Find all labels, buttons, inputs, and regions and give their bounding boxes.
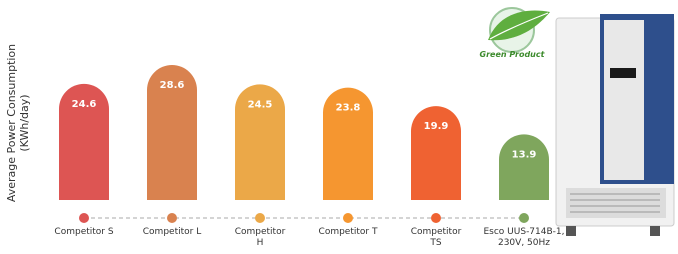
- dot: [167, 213, 177, 223]
- dot: [79, 213, 89, 223]
- dot: [255, 213, 265, 223]
- badge: Green Product: [480, 50, 546, 59]
- dot: [519, 213, 529, 223]
- category-label: Competitor S: [54, 227, 114, 238]
- category-label: Competitor TS: [406, 227, 466, 249]
- value-label: 19.9: [424, 121, 449, 132]
- logo: Green Product: [480, 8, 550, 59]
- category-label: Competitor H: [230, 227, 290, 249]
- category-label: Competitor L: [142, 227, 202, 238]
- value-label: 24.5: [248, 99, 273, 110]
- category-label: Esco UUS-714B-1, 230V, 50Hz: [482, 227, 566, 249]
- value-label: 24.6: [72, 99, 97, 110]
- dot: [431, 213, 441, 223]
- value-label: 23.8: [336, 103, 361, 114]
- freezer: [556, 14, 674, 236]
- bar: [499, 134, 549, 200]
- value-label: 28.6: [160, 80, 185, 91]
- chart-svg: Green Product 24.6 28.6 24.5 23.8 19.9 13.9: [0, 0, 678, 254]
- category-label: Competitor T: [318, 227, 378, 238]
- y-axis-label: Average Power Consumption (KWh/day): [5, 43, 31, 203]
- value-label: 13.9: [512, 149, 537, 160]
- dot: [343, 213, 353, 223]
- chart: Green Product 24.6 28.6 24.5 23.8 19.9 13.9 A…: [0, 0, 678, 254]
